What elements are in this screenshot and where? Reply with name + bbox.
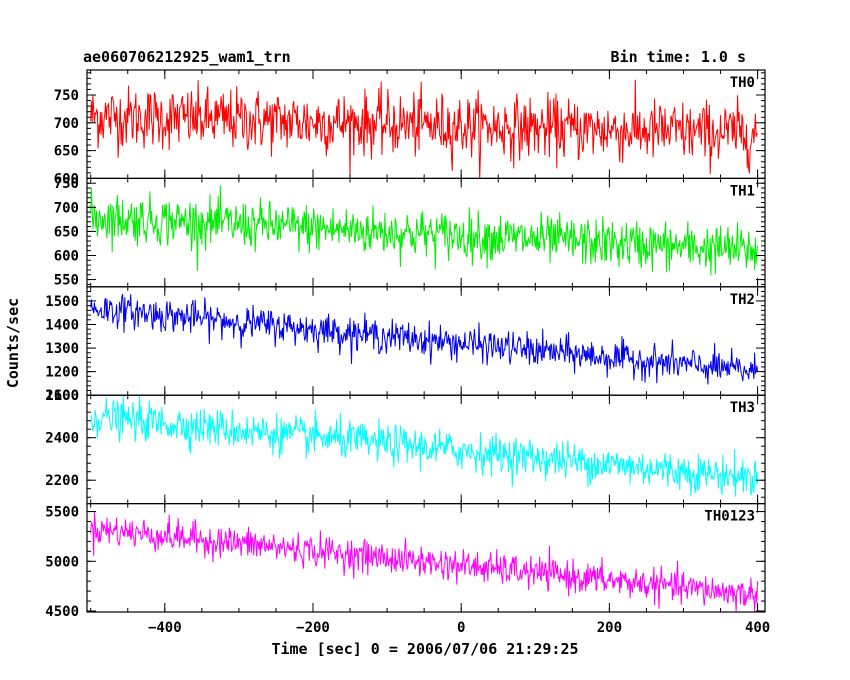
y-tick-label: 1100 [45, 388, 79, 404]
x-tick-label: −400 [148, 620, 182, 636]
panels: 600 650 700 750 TH0 550 600 650 700 750 TH1 1100 120… [45, 69, 766, 620]
panel-frame [86, 503, 766, 613]
y-tick-label: 550 [54, 273, 79, 289]
y-tick-label: 600 [54, 171, 79, 187]
y-tick-label: 1200 [45, 365, 79, 381]
y-tick-label: 4500 [45, 604, 79, 620]
y-tick-label: 750 [54, 88, 79, 104]
series-th1 [90, 185, 759, 276]
x-tick-label: −200 [296, 620, 330, 636]
panel-label: TH2 [730, 292, 755, 308]
series-th3 [90, 395, 759, 497]
panel-label: TH1 [730, 183, 755, 199]
y-tick-label: 750 [54, 176, 79, 192]
panel-th3: 2200 2400 2600 TH3 [45, 388, 766, 505]
panel-label: TH3 [730, 400, 755, 416]
x-tick-label: 400 [745, 620, 770, 636]
series-th0123 [90, 512, 759, 613]
y-tick-label: 700 [54, 116, 79, 132]
series-th2 [90, 293, 759, 385]
y-tick-label: 2200 [45, 473, 79, 489]
y-tick-label: 5000 [45, 554, 79, 570]
y-tick-label: 650 [54, 144, 79, 160]
bin-time-label: Bin time: 1.0 s [611, 48, 746, 66]
panel-th0123: 4500 5000 5500 TH0123 [45, 503, 766, 620]
y-tick-label: 1500 [45, 294, 79, 310]
y-tick-label: 650 [54, 224, 79, 240]
y-axis-title: Counts/sec [4, 298, 22, 388]
y-tick-label: 700 [54, 200, 79, 216]
panel-label: TH0123 [704, 509, 755, 525]
series-th0 [90, 79, 759, 179]
y-tick-label: 600 [54, 248, 79, 264]
x-axis: −400 −200 0 200 400 [148, 620, 770, 636]
x-tick-label: 0 [457, 620, 465, 636]
y-tick-label: 2400 [45, 431, 79, 447]
y-tick-label: 2600 [45, 388, 79, 404]
y-tick-label: 1300 [45, 341, 79, 357]
x-axis-title: Time [sec] 0 = 2006/07/06 21:29:25 [271, 640, 578, 658]
chart-title: ae060706212925_wam1_trn [83, 48, 291, 66]
y-tick-label: 1400 [45, 318, 79, 334]
y-tick-label: 5500 [45, 505, 79, 521]
panel-th1: 550 600 650 700 750 TH1 [54, 176, 766, 289]
x-tick-label: 200 [597, 620, 622, 636]
panel-th2: 1100 1200 1300 1400 1500 TH2 [45, 286, 766, 404]
panel-th0: 600 650 700 750 TH0 [54, 69, 766, 187]
panel-frame [86, 394, 766, 505]
panel-label: TH0 [730, 75, 755, 91]
